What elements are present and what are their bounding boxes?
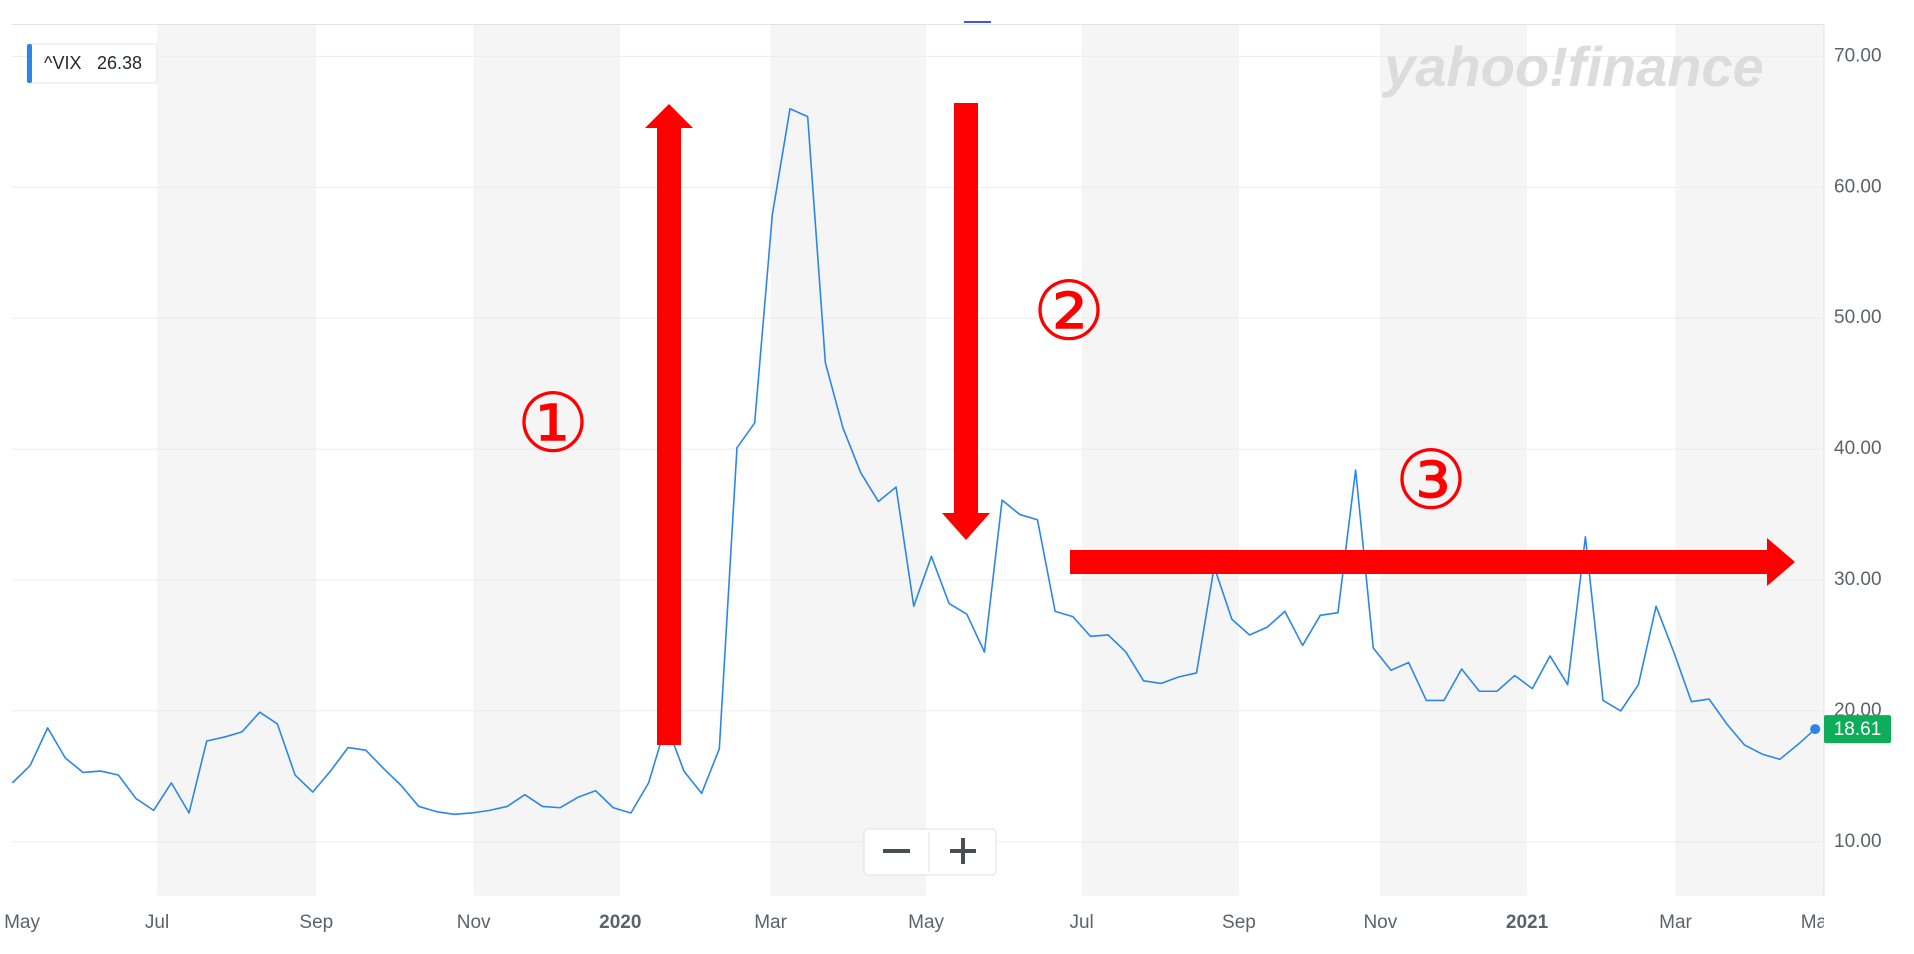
x-labels: May Jul Sep Nov 2020 Mar May Jul Sep Nov 2021 Mar Ma… (4, 912, 1837, 933)
arrow-up-head (645, 104, 693, 128)
x-tick-label: Jul (145, 912, 169, 933)
x-tick-label: Nov (457, 912, 491, 933)
x-tick-label: Mar (1659, 912, 1692, 933)
band (473, 24, 621, 896)
last-point (1810, 724, 1821, 735)
bands (157, 24, 1824, 896)
band (1380, 24, 1528, 896)
x-tick-label: May (908, 912, 944, 933)
x-tick-label: 2021 (1506, 912, 1549, 933)
y-tick-label: 70.00 (1834, 45, 1882, 66)
price-badge: 18.61 (1824, 715, 1891, 744)
legend-swatch (27, 44, 32, 83)
annotation: ① (516, 376, 590, 471)
legend-value: 26.38 (97, 53, 142, 73)
x-tick-label: Jul (1069, 912, 1093, 933)
zoom-control (863, 828, 997, 876)
badge-box (1824, 715, 1891, 744)
band (770, 24, 927, 896)
arrow-right-shaft (1070, 550, 1767, 574)
x-tick-label: May (1801, 912, 1837, 933)
grid (12, 55, 1824, 843)
zoom-out-button[interactable] (866, 831, 928, 873)
y-tick-label: 30.00 (1834, 569, 1882, 590)
legend-label: ^VIX (44, 53, 81, 73)
x-tick-label: Mar (754, 912, 787, 933)
arrow-down-shaft (954, 103, 978, 513)
badge-label: 18.61 (1834, 719, 1882, 740)
band (157, 24, 317, 896)
y-tick-label: 60.00 (1834, 176, 1882, 197)
zoom-in-button[interactable] (930, 831, 994, 873)
line (11, 107, 1816, 816)
x-tick-label: Sep (299, 912, 333, 933)
annotation: ② (1032, 264, 1106, 359)
plot (11, 107, 1821, 816)
annotation: ③ (1394, 433, 1468, 528)
y-tick-label: 50.00 (1834, 307, 1882, 328)
arrows (645, 103, 1795, 745)
arrow-up-shaft (657, 128, 681, 745)
arrow-down-head (942, 513, 990, 540)
band (1081, 24, 1239, 896)
watermark: yahoo!finance (1381, 35, 1764, 98)
x-tick-label: May (4, 912, 40, 933)
arrow-right-head (1767, 538, 1795, 586)
x-tick-label: Nov (1363, 912, 1397, 933)
x-tick-label: Sep (1222, 912, 1256, 933)
legend: ^VIX 26.38 (26, 43, 158, 84)
y-tick-label: 40.00 (1834, 438, 1882, 459)
y-tick-label: 10.00 (1834, 831, 1882, 852)
x-tick-label: 2020 (599, 912, 641, 933)
band (1675, 24, 1824, 896)
